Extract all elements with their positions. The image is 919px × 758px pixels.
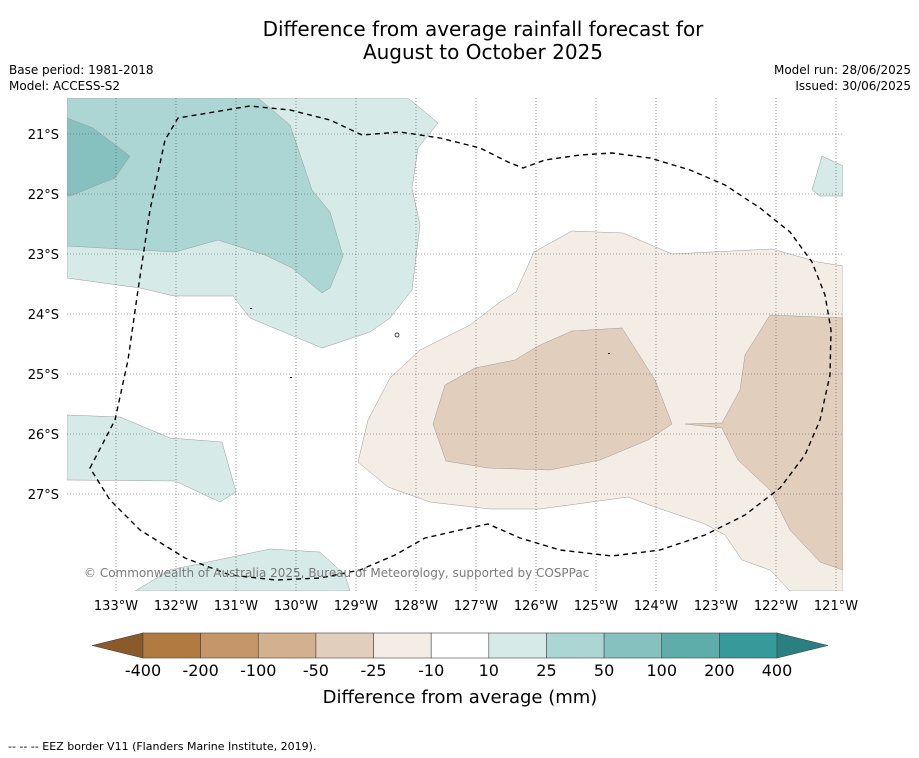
wet-region-south [134,548,351,591]
model-name: Model: ACCESS-S2 [9,79,121,93]
colorbar-label: 400 [762,661,793,680]
dry-region-east [684,314,843,571]
lon-label: 121°W [814,599,858,614]
colorbar-cell [257,632,317,659]
colorbar-label: 25 [536,661,556,680]
colorbar-label: -25 [360,661,386,680]
lat-label: 21°S [28,128,59,143]
lat-label: 24°S [28,308,59,323]
eez-border [89,105,832,581]
colorbar-cell [719,632,778,659]
colorbar-label: -100 [240,661,276,680]
lon-label: 133°W [94,599,138,614]
colorbar-label: 100 [646,661,677,680]
wet-region-north-inner [67,98,344,294]
colorbar-cell [315,632,374,659]
colorbar-low-extend [91,632,144,659]
model-run: Model run: 28/06/2025 [773,63,911,77]
lon-label: 122°W [754,599,798,614]
title-line-1: Difference from average rainfall forecas… [262,17,704,41]
meta-right: Model run: 28/06/2025 Issued: 30/06/2025 [774,62,911,94]
lat-label: 23°S [28,248,59,263]
colorbar-cell [142,632,201,659]
colorbar-cell [661,632,720,659]
wet-region-east [811,155,843,197]
lat-label: 26°S [28,428,59,443]
colorbar: -400 -200 -100 -50 -25 -10 10 25 50 100 200 400 Dif… [91,632,829,708]
base-period: Base period: 1981-2018 [9,63,154,77]
longitude-labels: 133°W 132°W 131°W 130°W 129°W 128°W 127°… [94,599,858,614]
lat-label: 25°S [28,368,59,383]
lon-label: 128°W [394,599,438,614]
colorbar-high-extend [776,632,829,659]
lat-label: 22°S [28,188,59,203]
colorbar-label: 50 [594,661,614,680]
meta-left: Base period: 1981-2018 Model: ACCESS-S2 [9,62,154,94]
island-markers [250,308,610,378]
lat-label: 27°S [28,488,59,503]
colorbar-cell [373,632,432,659]
colorbar-labels: -400 -200 -100 -50 -25 -10 10 25 50 100 200 400 [125,661,792,680]
lon-label: 132°W [154,599,198,614]
colorbar-label: -400 [125,661,161,680]
colorbar-label: -200 [182,661,218,680]
lon-label: 126°W [514,599,558,614]
title-line-2: August to October 2025 [362,40,604,64]
lon-label: 124°W [634,599,678,614]
latitude-labels: 21°S 22°S 23°S 24°S 25°S 26°S 27°S [28,128,59,503]
colorbar-cell [488,632,547,659]
graticule [67,98,843,591]
lon-label: 131°W [214,599,258,614]
map-plot-area: © Commonwealth of Australia 2025, Bureau… [67,98,843,591]
colorbar-label: 200 [704,661,735,680]
lon-label: 127°W [454,599,498,614]
colorbar-label: 10 [479,661,499,680]
lon-label: 125°W [574,599,618,614]
map-title: Difference from average rainfall forecas… [0,18,919,64]
colorbar-cells [142,632,778,659]
footer-note: -- -- -- EEZ border V11 (Flanders Marine… [8,740,317,753]
wet-region-north-core [67,117,131,197]
colorbar-cell [546,632,605,659]
colorbar-cell [603,632,663,659]
copyright-notice: © Commonwealth of Australia 2025, Bureau… [84,566,589,580]
colorbar-title: Difference from average (mm) [323,687,598,708]
lon-label: 129°W [334,599,378,614]
lon-label: 123°W [694,599,738,614]
lon-label: 130°W [274,599,318,614]
colorbar-label: -10 [418,661,444,680]
issued-date: Issued: 30/06/2025 [795,79,911,93]
colorbar-cell [430,632,490,659]
colorbar-cell [200,632,259,659]
colorbar-label: -50 [303,661,329,680]
dry-region-centre [432,327,673,471]
